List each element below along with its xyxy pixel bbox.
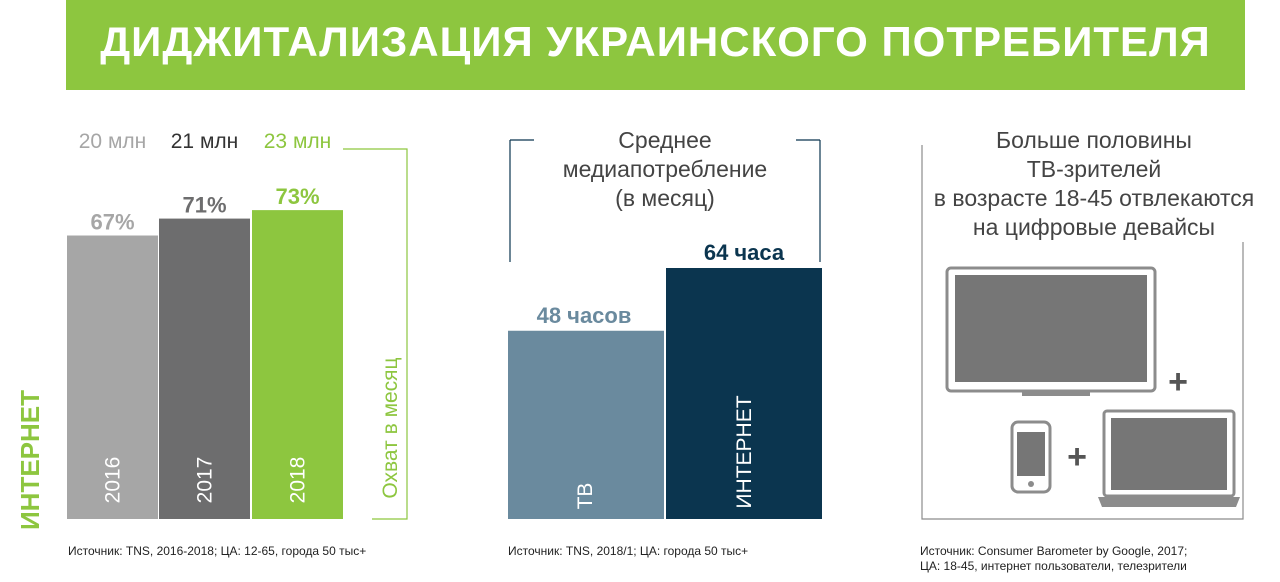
devices-frame — [921, 145, 1244, 520]
devices-caption-line: ТВ-зрителей — [1026, 156, 1162, 182]
laptop-base — [1098, 497, 1240, 507]
reach-year-label: 2017 — [194, 457, 217, 504]
source-note-reach: Источник: TNS, 2016-2018; ЦА: 12-65, гор… — [68, 544, 367, 558]
media-bar-internet — [666, 268, 822, 519]
source-note-media: Источник: TNS, 2018/1; ЦА: города 50 тыс… — [508, 544, 749, 558]
laptop-screen — [1111, 418, 1227, 490]
page-title: ДИДЖИТАЛИЗАЦИЯ УКРАИНСКОГО ПОТРЕБИТЕЛЯ — [100, 18, 1211, 65]
plus-sign: + — [1168, 363, 1188, 401]
devices-caption: Больше половины ТВ-зрителей в возрасте 1… — [930, 126, 1258, 242]
source-note-line: Источник: Consumer Barometer by Google, … — [920, 544, 1188, 558]
reach-bar-2017 — [159, 218, 250, 519]
reach-bar-2016 — [67, 235, 158, 520]
reach-bracket — [343, 148, 408, 520]
media-caption-line: Среднее — [618, 127, 712, 153]
source-note-devices: Источник: Consumer Barometer by Google, … — [920, 544, 1187, 574]
tv-screen — [955, 275, 1147, 382]
media-caption: Среднее медиапотребление (в месяц) — [534, 126, 796, 213]
media-bar-tv — [508, 330, 664, 519]
media-category-label: ИНТЕРНЕТ — [733, 395, 756, 508]
source-note-line: ЦА: 18-45, интернет пользователи, телезр… — [920, 559, 1187, 573]
smartphone-screen — [1017, 432, 1045, 476]
reach-audience-label: 20 млн — [79, 130, 146, 153]
media-value-label: 48 часов — [537, 303, 632, 328]
reach-bracket-label: Охват в месяц — [379, 357, 402, 498]
media-value-label: 64 часа — [704, 240, 785, 265]
media-category-label: ТВ — [574, 483, 597, 510]
media-caption-line: (в месяц) — [615, 185, 715, 211]
reach-year-label: 2016 — [102, 457, 125, 504]
devices-caption-line: Больше половины — [996, 127, 1192, 153]
reach-bar-2018 — [252, 210, 343, 519]
reach-audience-label: 21 млн — [171, 130, 238, 153]
reach-value-label: 71% — [182, 193, 226, 218]
tv-stand — [1022, 391, 1090, 396]
media-bracket — [509, 139, 821, 262]
reach-year-label: 2018 — [287, 457, 310, 504]
media-caption-line: медиапотребление — [562, 156, 768, 182]
devices-caption-line: в возрасте 18-45 отвлекаются — [933, 185, 1255, 211]
reach-value-label: 73% — [275, 184, 319, 209]
smartphone-button — [1028, 481, 1034, 487]
plus-sign: + — [1067, 438, 1087, 476]
title-banner: ДИДЖИТАЛИЗАЦИЯ УКРАИНСКОГО ПОТРЕБИТЕЛЯ — [66, 0, 1245, 90]
devices-caption-line: на цифровые девайсы — [972, 214, 1216, 240]
reach-value-label: 67% — [90, 210, 134, 235]
reach-audience-label: 23 млн — [264, 130, 331, 153]
